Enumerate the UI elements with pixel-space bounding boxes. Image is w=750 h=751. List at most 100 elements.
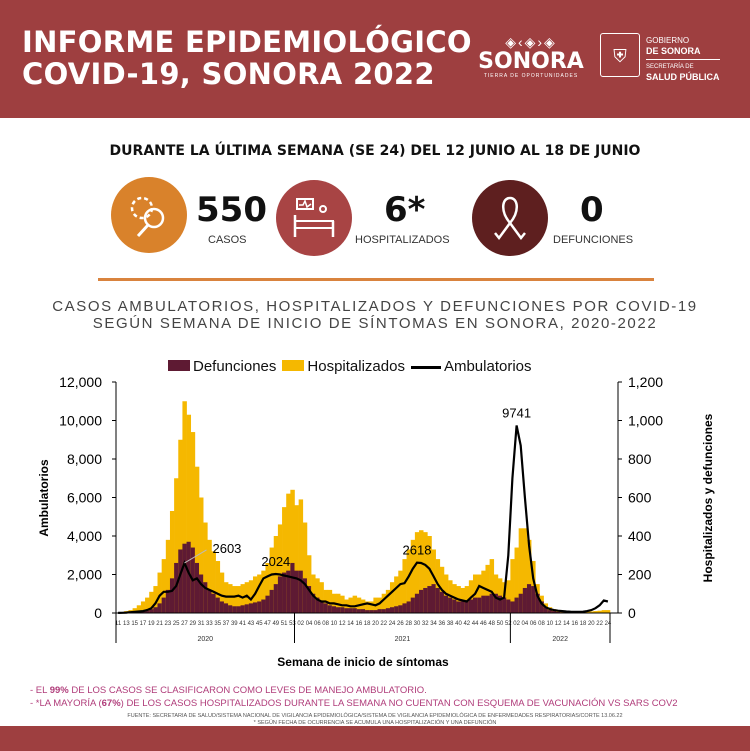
- left-axis-title: Ambulatorios: [37, 459, 51, 537]
- left-tick-label: 8,000: [67, 451, 102, 467]
- defunciones-bar: [178, 549, 183, 613]
- hospitalizados-bar: [157, 572, 162, 613]
- week-tick-label: 08: [322, 621, 329, 627]
- hospitalizados-bar: [269, 547, 275, 613]
- defunciones-bar: [410, 597, 416, 613]
- defunciones-bar: [344, 608, 349, 613]
- defunciones-bar: [468, 599, 474, 613]
- week-tick-label: 14: [347, 621, 354, 627]
- week-tick-label: 02: [297, 621, 304, 627]
- legend-hospitalizados: Hospitalizados: [282, 358, 405, 375]
- hospitalizados-bar: [514, 547, 519, 613]
- hospitalizados-bar: [327, 589, 333, 613]
- defunciones-bar: [273, 584, 279, 613]
- hospitalizados-bar: [315, 578, 320, 613]
- defunciones-bar: [232, 606, 237, 613]
- week-tick-label: 20: [372, 621, 379, 627]
- week-tick-label: 30: [414, 621, 421, 627]
- defunciones-bar: [223, 603, 229, 613]
- hospitalizados-bar: [149, 591, 154, 613]
- right-tick-label: 400: [628, 528, 652, 544]
- week-tick-label: 11: [115, 621, 122, 627]
- week-tick-label: 10: [546, 621, 553, 627]
- defunciones-bar: [149, 609, 154, 613]
- report-title: INFORME EPIDEMIOLÓGICO COVID-19, SONORA …: [22, 26, 472, 90]
- defunciones-bar: [340, 607, 345, 613]
- week-tick-label: 21: [156, 621, 163, 627]
- hospitalizados-bar: [360, 599, 366, 613]
- virus-magnifier-icon: [111, 177, 187, 253]
- left-tick-label: 12,000: [59, 374, 102, 390]
- defunciones-bar: [369, 610, 374, 613]
- hospitalizados-bar: [298, 499, 304, 613]
- sonora-logo-tagline: TIERRA DE OPORTUNIDADES: [483, 73, 579, 79]
- hospitalizados-bar: [423, 532, 428, 613]
- year-label: 2022: [552, 636, 568, 643]
- hospitalizados-bar: [178, 439, 183, 613]
- defunciones-bar: [174, 562, 179, 613]
- footer-band: [0, 726, 750, 751]
- week-tick-label: 10: [331, 621, 338, 627]
- hospitalizados-bar: [257, 574, 262, 613]
- defunciones-bar: [477, 597, 482, 613]
- right-tick-label: 1,000: [628, 413, 663, 429]
- defunciones-bar: [348, 608, 353, 613]
- chart-legend: Defunciones Hospitalizados Ambulatorios: [168, 358, 532, 375]
- defunciones-bar: [431, 584, 436, 613]
- defunciones-bar: [526, 584, 532, 613]
- notes: - EL 99% DE LOS CASOS SE CLASIFICARON CO…: [30, 684, 678, 710]
- gob-line-1: GOBIERNO: [646, 36, 690, 45]
- hospitalizados-bar: [136, 605, 142, 613]
- hospitalizados-bar: [410, 539, 416, 613]
- hospitalizados-bar: [286, 493, 291, 613]
- week-tick-label: 41: [239, 621, 246, 627]
- defunciones-bar: [302, 578, 308, 613]
- defunciones-bar: [277, 576, 283, 613]
- defunciones-bar: [261, 599, 266, 613]
- hospital-bed-icon: [276, 180, 352, 256]
- hospitalizados-bar: [526, 539, 532, 613]
- defunciones-bar: [506, 599, 511, 613]
- defunciones-bar: [323, 603, 329, 613]
- hospitalized-value: 6*: [384, 190, 426, 230]
- defunciones-bar: [203, 582, 208, 613]
- gob-line-4: SALUD PÚBLICA: [646, 72, 720, 82]
- hospitalizados-bar: [236, 586, 241, 613]
- right-tick-label: 200: [628, 567, 652, 583]
- defunciones-bar: [219, 601, 225, 613]
- hospitalizados-bar: [302, 522, 308, 613]
- hospitalizados-bar: [518, 528, 524, 613]
- defunciones-bar: [460, 601, 466, 613]
- hospitalizados-bar: [369, 601, 374, 613]
- hospitalizados-bar: [232, 586, 237, 613]
- title-line-2: COVID-19, SONORA 2022: [22, 57, 435, 91]
- week-tick-label: 08: [538, 621, 545, 627]
- hospitalized-label: HOSPITALIZADOS: [355, 234, 450, 246]
- defunciones-bar: [145, 610, 150, 613]
- defunciones-bar: [535, 593, 540, 613]
- week-tick-label: 22: [596, 621, 603, 627]
- week-tick-label: 19: [148, 621, 155, 627]
- hospitalizados-bar: [199, 497, 204, 613]
- hospitalizados-bar: [277, 524, 283, 613]
- defunciones-bar: [269, 589, 275, 613]
- defunciones-bar: [244, 604, 250, 613]
- note-2: - *LA MAYORÍA (67%) DE LOS CASOS HOSPITA…: [30, 698, 678, 709]
- defunciones-bar: [290, 562, 295, 613]
- week-tick-label: 39: [231, 621, 238, 627]
- week-tick-label: 16: [571, 621, 578, 627]
- hospitalizados-bar: [589, 611, 594, 613]
- chart-title-line-1: CASOS AMBULATORIOS, HOSPITALIZADOS Y DEF…: [52, 298, 698, 315]
- defunciones-bar: [456, 601, 461, 613]
- defunciones-bar: [282, 572, 287, 613]
- hospitalizados-bar: [174, 478, 179, 613]
- right-axis-title: Hospitalizados y defunciones: [701, 413, 715, 582]
- week-tick-label: 22: [380, 621, 387, 627]
- week-tick-label: 49: [272, 621, 279, 627]
- defunciones-bar: [389, 607, 395, 613]
- hospitalizados-bar: [385, 589, 391, 613]
- hospitalizados-bar: [593, 611, 598, 613]
- cases-label: CASOS: [208, 234, 247, 246]
- deaths-value: 0: [580, 190, 604, 230]
- defunciones-bar: [265, 595, 270, 613]
